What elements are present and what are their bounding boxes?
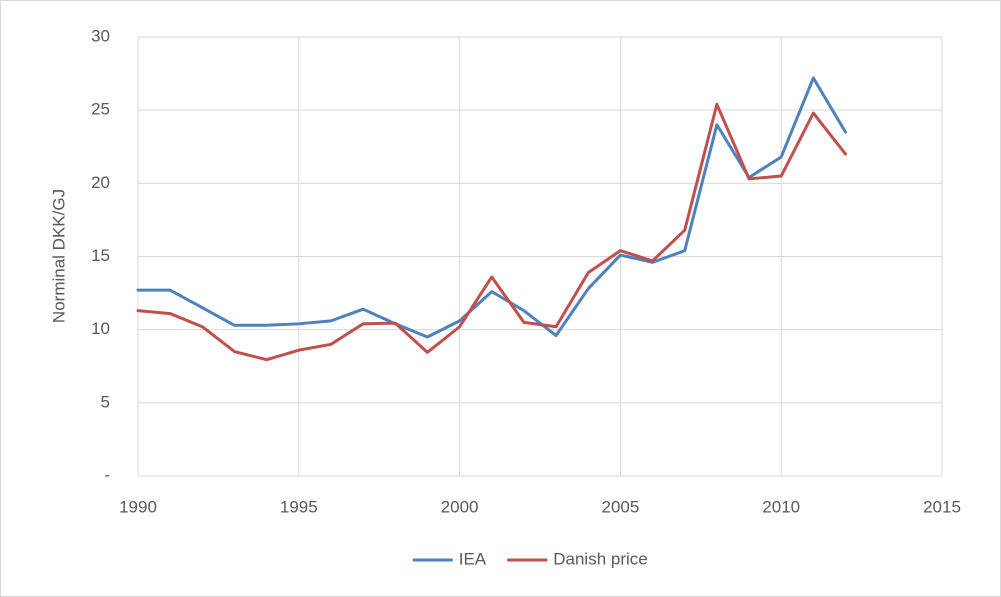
x-tick-label: 2000	[441, 497, 479, 516]
legend-label: Danish price	[553, 549, 648, 568]
x-tick-label: 1995	[280, 497, 318, 516]
y-axis-title: Norminal DKK/GJ	[49, 189, 68, 323]
x-tick-label: 2005	[601, 497, 639, 516]
data-line	[136, 102, 848, 362]
x-tick-label: 1990	[119, 497, 157, 516]
x-tick-label: 2010	[762, 497, 800, 516]
y-tick-label: 10	[91, 319, 110, 338]
data-line	[136, 76, 848, 339]
y-tick-label: 25	[91, 100, 110, 119]
y-tick-label: 5	[101, 392, 110, 411]
y-tick-label: 15	[91, 246, 110, 265]
x-tick-label: 2015	[923, 497, 961, 516]
y-tick-label: -	[104, 465, 110, 484]
y-tick-label: 20	[91, 173, 110, 192]
legend-label: IEA	[459, 549, 487, 568]
y-tick-label: 30	[91, 26, 110, 45]
